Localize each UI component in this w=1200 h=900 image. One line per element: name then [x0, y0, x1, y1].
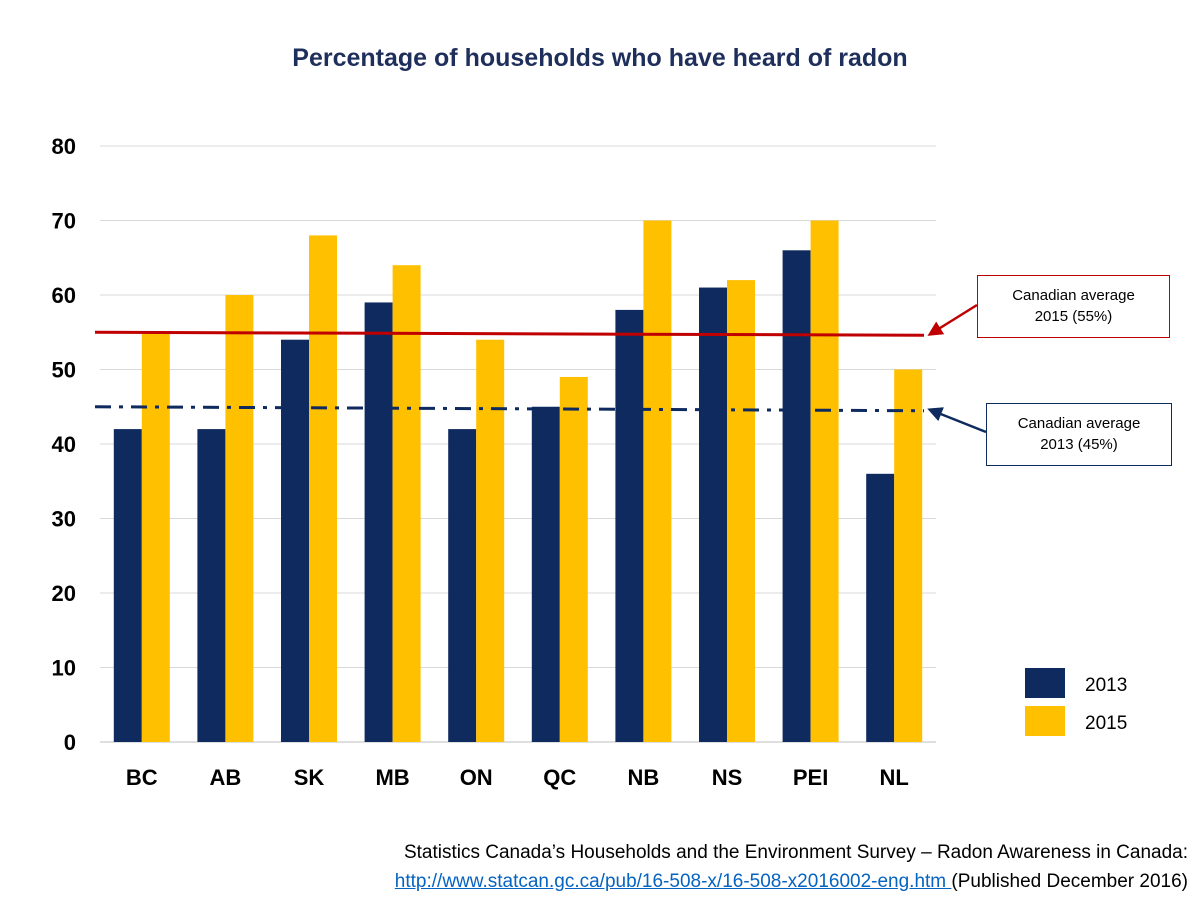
y-tick-label: 10 — [52, 656, 76, 681]
legend-swatch-2015 — [1025, 706, 1065, 736]
source-line2: http://www.statcan.gc.ca/pub/16-508-x/16… — [395, 867, 1188, 896]
legend-label-2015: 2015 — [1085, 713, 1127, 734]
bar-sk-2013 — [281, 339, 309, 742]
callout-canadian-average-2015: Canadian average 2015 (55%) — [977, 275, 1170, 338]
x-tick-label: BC — [126, 765, 158, 790]
legend-swatch-2013 — [1025, 668, 1065, 698]
y-tick-label: 60 — [52, 283, 76, 308]
source-suffix: (Published December 2016) — [951, 871, 1188, 892]
bar-on-2013 — [448, 429, 477, 742]
x-tick-label: NL — [880, 765, 909, 790]
x-tick-label: QC — [543, 765, 576, 790]
legend-label-2013: 2013 — [1085, 675, 1127, 696]
legend: 2013 2015 — [1025, 668, 1127, 736]
source-link[interactable]: http://www.statcan.gc.ca/pub/16-508-x/16… — [394, 871, 952, 892]
source-citation: Statistics Canada’s Households and the E… — [395, 838, 1188, 896]
x-tick-label: NB — [628, 765, 660, 790]
bar-ns-2013 — [699, 287, 727, 742]
bar-ab-2015 — [225, 295, 254, 742]
bar-sk-2015 — [309, 235, 337, 742]
bar-bc-2013 — [113, 429, 142, 742]
bar-pei-2013 — [782, 250, 811, 743]
bar-mb-2013 — [364, 302, 393, 742]
reference-lines — [94, 303, 987, 434]
y-tick-label: 20 — [52, 581, 76, 606]
bar-qc-2015 — [559, 376, 588, 742]
callout-2015-line2: 2015 (55%) — [1034, 308, 1113, 325]
x-tick-label: NS — [712, 765, 743, 790]
bar-qc-2013 — [531, 406, 560, 742]
bar-on-2015 — [476, 339, 505, 742]
bars — [113, 220, 923, 743]
callout-canadian-average-2013: Canadian average 2013 (45%) — [986, 403, 1172, 466]
callout-2013-line2: 2013 (45%) — [1040, 436, 1118, 453]
y-tick-label: 80 — [52, 134, 76, 159]
bar-ab-2013 — [197, 429, 226, 742]
bar-mb-2015 — [392, 265, 421, 742]
bar-nl-2015 — [894, 369, 923, 742]
y-tick-label: 0 — [64, 730, 76, 755]
source-line1: Statistics Canada’s Households and the E… — [403, 842, 1188, 863]
x-tick-label: ON — [460, 765, 493, 790]
y-tick-label: 30 — [52, 507, 76, 532]
bar-ns-2015 — [727, 280, 755, 742]
chart-title: Percentage of households who have heard … — [292, 44, 908, 72]
y-tick-label: 50 — [52, 358, 76, 383]
y-axis-ticks: 0 10 20 30 40 50 60 70 80 — [52, 134, 76, 755]
y-tick-label: 70 — [52, 209, 76, 234]
x-tick-label: PEI — [793, 765, 828, 790]
reference-line-2013 — [94, 405, 925, 413]
bar-nb-2013 — [615, 309, 644, 742]
bar-pei-2015 — [810, 220, 839, 742]
x-tick-label: MB — [375, 765, 409, 790]
bar-bc-2015 — [141, 332, 170, 742]
reference-line-2015 — [94, 330, 925, 337]
y-tick-label: 40 — [52, 432, 76, 457]
x-tick-label: AB — [210, 765, 242, 790]
bar-nl-2013 — [866, 473, 895, 742]
bar-nb-2015 — [643, 220, 672, 742]
callout-2015-line1: Canadian average — [1012, 287, 1135, 304]
x-tick-label: SK — [294, 765, 325, 790]
x-axis-ticks: BC AB SK MB ON QC NB NS PEI NL — [126, 765, 909, 790]
callout-arrow-2015 — [927, 303, 978, 336]
callout-arrow-2013 — [927, 407, 987, 434]
callout-2013-line1: Canadian average — [1017, 415, 1141, 432]
